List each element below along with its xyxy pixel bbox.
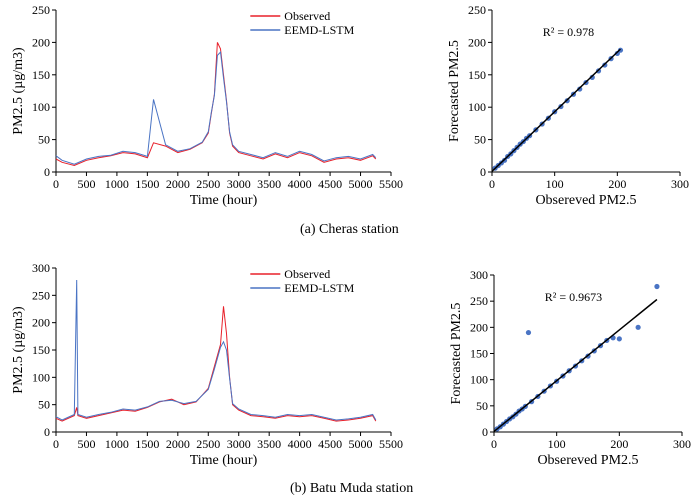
y-tick-label: 100 <box>470 373 488 387</box>
x-tick-label: 5500 <box>379 437 403 451</box>
y-tick-label: 50 <box>474 133 486 147</box>
y-tick-label: 150 <box>32 343 50 357</box>
x-tick-label: 2000 <box>166 177 190 191</box>
scatter-point <box>525 329 532 336</box>
x-tick-label: 100 <box>548 437 566 451</box>
y-tick-label: 150 <box>32 68 50 82</box>
x-tick-label: 1000 <box>105 437 129 451</box>
r-squared-annotation: R² = 0.978 <box>543 25 594 39</box>
y-tick-label: 0 <box>44 425 50 439</box>
x-tick-label: 300 <box>671 177 689 191</box>
y-tick-label: 200 <box>32 316 50 330</box>
x-tick-label: 4000 <box>288 437 312 451</box>
y-tick-label: 300 <box>470 268 488 282</box>
x-tick-label: 500 <box>77 177 95 191</box>
x-tick-label: 5000 <box>349 437 373 451</box>
scatter-point <box>616 336 622 342</box>
x-tick-label: 1500 <box>135 437 159 451</box>
y-axis-title: Forecasted PM2.5 <box>447 40 462 142</box>
x-tick-label: 3000 <box>227 437 251 451</box>
y-axis-title: PM2.5 (µg/m3) <box>11 306 26 394</box>
legend-label: EEMD-LSTM <box>284 23 354 37</box>
scatter-point <box>617 47 624 53</box>
x-tick-label: 200 <box>610 437 628 451</box>
x-tick-label: 0 <box>491 437 497 451</box>
y-tick-label: 200 <box>32 35 50 49</box>
x-tick-label: 1000 <box>105 177 129 191</box>
series-line-eemd-lstm <box>55 50 377 165</box>
x-tick-label: 500 <box>77 437 95 451</box>
y-axis-title: PM2.5 (µg/m3) <box>11 47 26 135</box>
y-tick-label: 250 <box>468 3 486 17</box>
x-tick-label: 3000 <box>227 177 251 191</box>
y-tick-label: 0 <box>482 425 488 439</box>
y-tick-label: 50 <box>38 133 50 147</box>
x-tick-label: 0 <box>53 177 59 191</box>
x-tick-label: 2500 <box>196 177 220 191</box>
x-tick-label: 0 <box>489 177 495 191</box>
scatter-point <box>635 324 641 330</box>
y-tick-label: 250 <box>32 288 50 302</box>
x-tick-label: 3500 <box>257 437 281 451</box>
scatter-point <box>654 283 660 290</box>
x-tick-label: 5000 <box>349 177 373 191</box>
y-tick-label: 0 <box>44 165 50 179</box>
x-tick-label: 4000 <box>288 177 312 191</box>
y-axis-title: Forecasted PM2.5 <box>449 303 464 405</box>
x-axis-title: Time (hour) <box>190 453 258 468</box>
x-tick-label: 2500 <box>196 437 220 451</box>
x-tick-label: 2000 <box>166 437 190 451</box>
y-tick-label: 50 <box>476 399 488 413</box>
legend-label: Observed <box>284 9 330 23</box>
x-tick-label: 4500 <box>318 177 342 191</box>
y-tick-label: 250 <box>470 294 488 308</box>
y-tick-label: 100 <box>468 100 486 114</box>
y-tick-label: 50 <box>38 398 50 412</box>
series-line-observed <box>55 42 377 167</box>
series-line-eemd-lstm <box>55 279 377 421</box>
legend-label: Observed <box>284 267 330 281</box>
legend-label: EEMD-LSTM <box>284 281 354 295</box>
y-tick-label: 150 <box>468 68 486 82</box>
caption-a: (a) Cheras station <box>300 222 399 237</box>
scatter-point <box>577 86 583 92</box>
batu-muda-scatter-panel: 0 50 100 150 200 250 300 0 100 200 300 Obsereved PM… <box>449 268 691 468</box>
x-axis-title: Obsereved PM2.5 <box>535 193 636 208</box>
x-tick-label: 300 <box>673 437 691 451</box>
x-tick-label: 3500 <box>257 177 281 191</box>
x-tick-label: 200 <box>608 177 626 191</box>
r-squared-annotation: R² = 0.9673 <box>545 290 602 304</box>
scatter-point <box>589 74 595 80</box>
x-axis-title: Time (hour) <box>190 193 258 208</box>
trend-line <box>493 298 658 433</box>
y-tick-label: 150 <box>470 347 488 361</box>
y-tick-label: 250 <box>32 3 50 17</box>
y-tick-label: 200 <box>470 320 488 334</box>
x-tick-label: 0 <box>53 437 59 451</box>
y-tick-label: 100 <box>32 370 50 384</box>
y-tick-label: 200 <box>468 35 486 49</box>
trend-line <box>491 48 621 172</box>
x-tick-label: 4500 <box>318 437 342 451</box>
x-axis-title: Obsereved PM2.5 <box>537 453 638 468</box>
y-tick-label: 100 <box>32 100 50 114</box>
cheras-scatter-panel: 0 50 100 150 200 250 0 100 200 300 Obsereved PM2.5… <box>447 3 689 208</box>
x-tick-label: 1500 <box>135 177 159 191</box>
y-tick-label: 0 <box>480 165 486 179</box>
series-line-observed <box>55 306 377 422</box>
x-tick-label: 5500 <box>379 177 403 191</box>
x-tick-label: 100 <box>546 177 564 191</box>
y-tick-label: 300 <box>32 261 50 275</box>
caption-b: (b) Batu Muda station <box>290 481 413 496</box>
scatter-point <box>614 50 620 57</box>
